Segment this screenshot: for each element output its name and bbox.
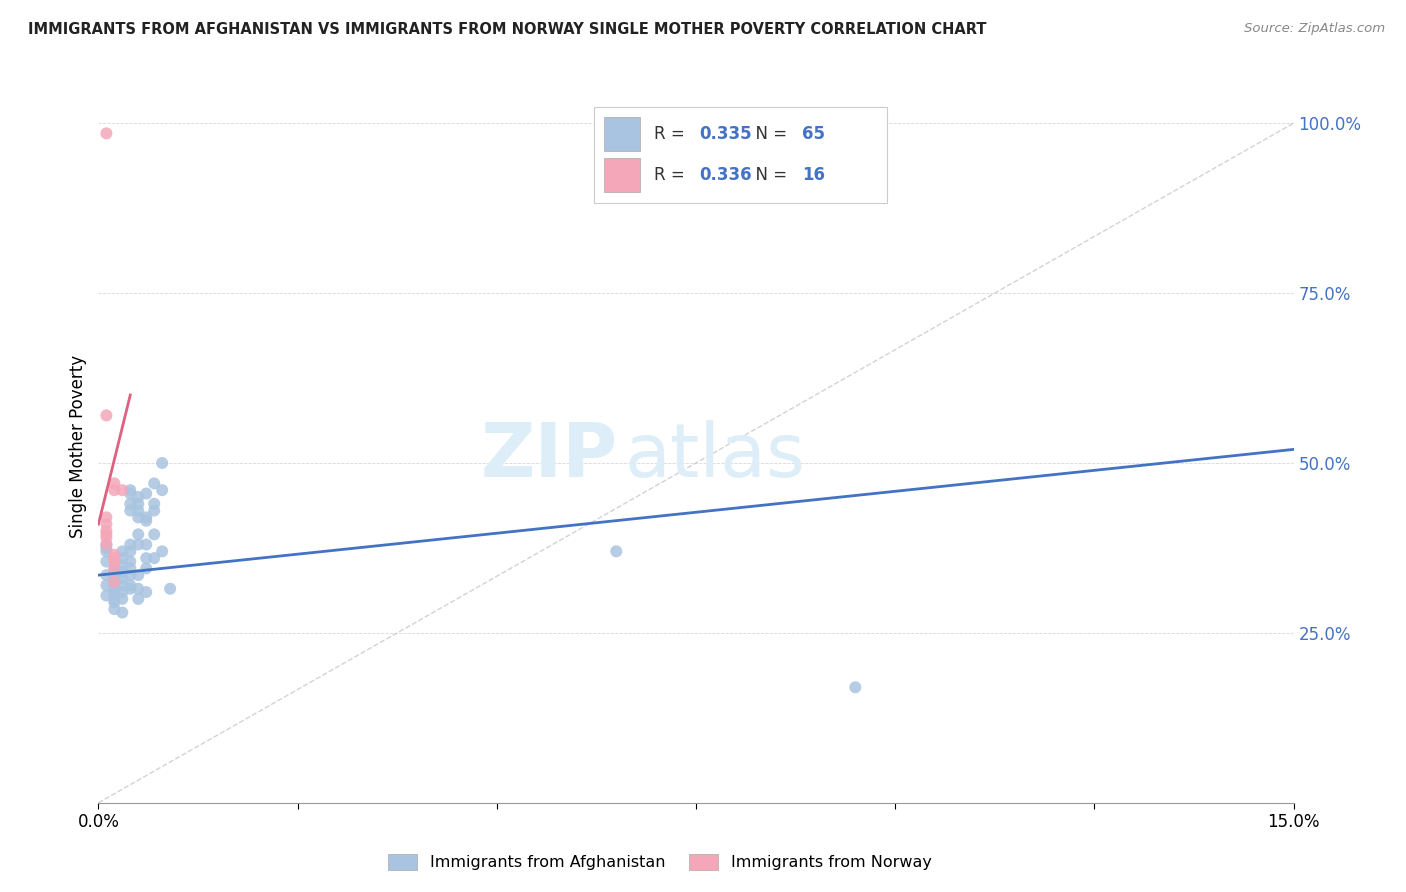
Point — [120, 582, 142, 596]
Point — [120, 568, 142, 582]
Point — [103, 585, 125, 599]
Point — [127, 582, 149, 596]
Text: N =: N = — [745, 166, 793, 184]
Text: atlas: atlas — [624, 420, 806, 493]
Point — [103, 483, 125, 498]
Point — [111, 565, 134, 579]
Point — [605, 544, 627, 558]
Point — [135, 561, 157, 575]
Point — [96, 578, 118, 592]
Bar — [605, 158, 640, 192]
Point — [111, 558, 134, 572]
Point — [135, 514, 157, 528]
Point — [150, 544, 173, 558]
Point — [127, 490, 149, 504]
Point — [96, 555, 118, 569]
Point — [96, 537, 118, 551]
Point — [103, 568, 125, 582]
Text: 0.335: 0.335 — [700, 125, 752, 143]
Point — [96, 541, 118, 555]
Point — [120, 578, 142, 592]
Point — [143, 551, 166, 566]
Point — [150, 456, 173, 470]
Point — [103, 602, 125, 616]
Point — [103, 565, 125, 579]
Point — [135, 510, 157, 524]
Point — [96, 510, 118, 524]
Point — [143, 527, 166, 541]
Point — [103, 476, 125, 491]
Point — [111, 585, 134, 599]
Text: 0.336: 0.336 — [700, 166, 752, 184]
Point — [96, 527, 118, 541]
Point — [96, 524, 118, 538]
Point — [103, 595, 125, 609]
Text: N =: N = — [745, 125, 793, 143]
Point — [103, 548, 125, 562]
Point — [120, 483, 142, 498]
Point — [135, 486, 157, 500]
Point — [103, 591, 125, 606]
Text: 65: 65 — [803, 125, 825, 143]
Point — [143, 476, 166, 491]
Point — [127, 510, 149, 524]
Point — [127, 568, 149, 582]
Point — [143, 503, 166, 517]
Point — [96, 409, 118, 423]
Point — [120, 561, 142, 575]
Point — [111, 551, 134, 566]
Point — [96, 589, 118, 603]
Point — [111, 606, 134, 620]
Point — [143, 497, 166, 511]
Point — [111, 591, 134, 606]
Point — [120, 555, 142, 569]
Point — [120, 486, 142, 500]
Point — [103, 561, 125, 575]
Legend: Immigrants from Afghanistan, Immigrants from Norway: Immigrants from Afghanistan, Immigrants … — [382, 847, 938, 877]
Point — [103, 561, 125, 575]
Point — [120, 537, 142, 551]
Point — [120, 544, 142, 558]
Point — [135, 585, 157, 599]
Point — [127, 527, 149, 541]
Text: R =: R = — [654, 125, 690, 143]
Point — [103, 589, 125, 603]
Point — [96, 517, 118, 532]
Point — [96, 537, 118, 551]
Point — [103, 574, 125, 589]
Point — [96, 531, 118, 545]
Point — [111, 572, 134, 586]
Point — [111, 483, 134, 498]
Y-axis label: Single Mother Poverty: Single Mother Poverty — [69, 354, 87, 538]
Point — [96, 568, 118, 582]
Point — [135, 551, 157, 566]
Point — [127, 503, 149, 517]
Text: ZIP: ZIP — [481, 420, 619, 493]
Point — [135, 537, 157, 551]
Point — [111, 578, 134, 592]
Point — [111, 544, 134, 558]
Text: R =: R = — [654, 166, 690, 184]
Text: 16: 16 — [803, 166, 825, 184]
Point — [103, 578, 125, 592]
Point — [103, 555, 125, 569]
FancyBboxPatch shape — [595, 107, 887, 203]
Point — [96, 127, 118, 141]
Point — [103, 574, 125, 589]
Point — [103, 572, 125, 586]
Point — [159, 582, 181, 596]
Point — [150, 483, 173, 498]
Point — [120, 497, 142, 511]
Point — [96, 544, 118, 558]
Bar — [605, 117, 640, 152]
Point — [127, 591, 149, 606]
Point — [127, 497, 149, 511]
Point — [103, 551, 125, 566]
Text: IMMIGRANTS FROM AFGHANISTAN VS IMMIGRANTS FROM NORWAY SINGLE MOTHER POVERTY CORR: IMMIGRANTS FROM AFGHANISTAN VS IMMIGRANT… — [28, 22, 987, 37]
Point — [844, 680, 866, 694]
Point — [127, 537, 149, 551]
Point — [120, 503, 142, 517]
Text: Source: ZipAtlas.com: Source: ZipAtlas.com — [1244, 22, 1385, 36]
Point — [103, 582, 125, 596]
